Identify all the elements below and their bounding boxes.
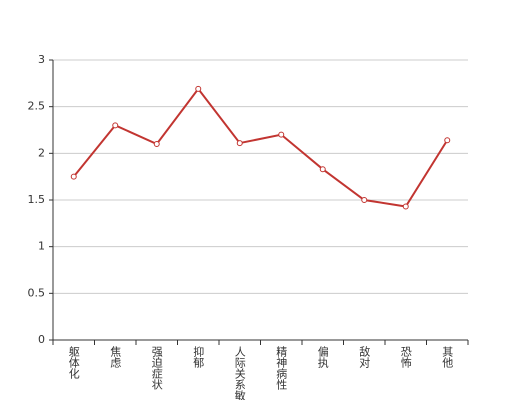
x-tick-label: 躯体化: [67, 346, 80, 380]
y-tick-label: 1: [38, 240, 45, 253]
data-point: [70, 173, 77, 180]
data-point: [112, 122, 119, 129]
x-tick-label: 人际关系敏感: [233, 346, 246, 400]
x-tick-label: 偏执: [316, 345, 329, 369]
y-tick-label: 0: [38, 333, 45, 346]
data-point: [402, 203, 409, 210]
data-point: [153, 141, 160, 147]
data-point: [319, 166, 326, 173]
data-point: [361, 197, 368, 203]
x-tick-label: 其他: [441, 346, 454, 368]
x-tick-label: 精神病性: [275, 346, 288, 391]
y-tick-label: 2: [38, 146, 45, 159]
data-line: [72, 87, 449, 208]
x-tick-label: 恐怖: [399, 346, 412, 368]
x-tick-label: 强迫症状: [150, 346, 163, 390]
x-tick-label: 焦虑: [109, 346, 122, 368]
x-tick-label: 抑郁: [192, 345, 205, 368]
x-tick-label: 敌对: [358, 345, 371, 368]
data-point: [444, 137, 451, 144]
y-tick-label: 2.5: [28, 100, 46, 113]
data-point: [278, 131, 285, 138]
y-tick-label: 3: [38, 53, 45, 66]
data-point: [236, 140, 243, 147]
y-tick-label: 0.5: [28, 286, 46, 299]
y-tick-label: 1.5: [28, 193, 46, 206]
data-point: [195, 85, 202, 92]
